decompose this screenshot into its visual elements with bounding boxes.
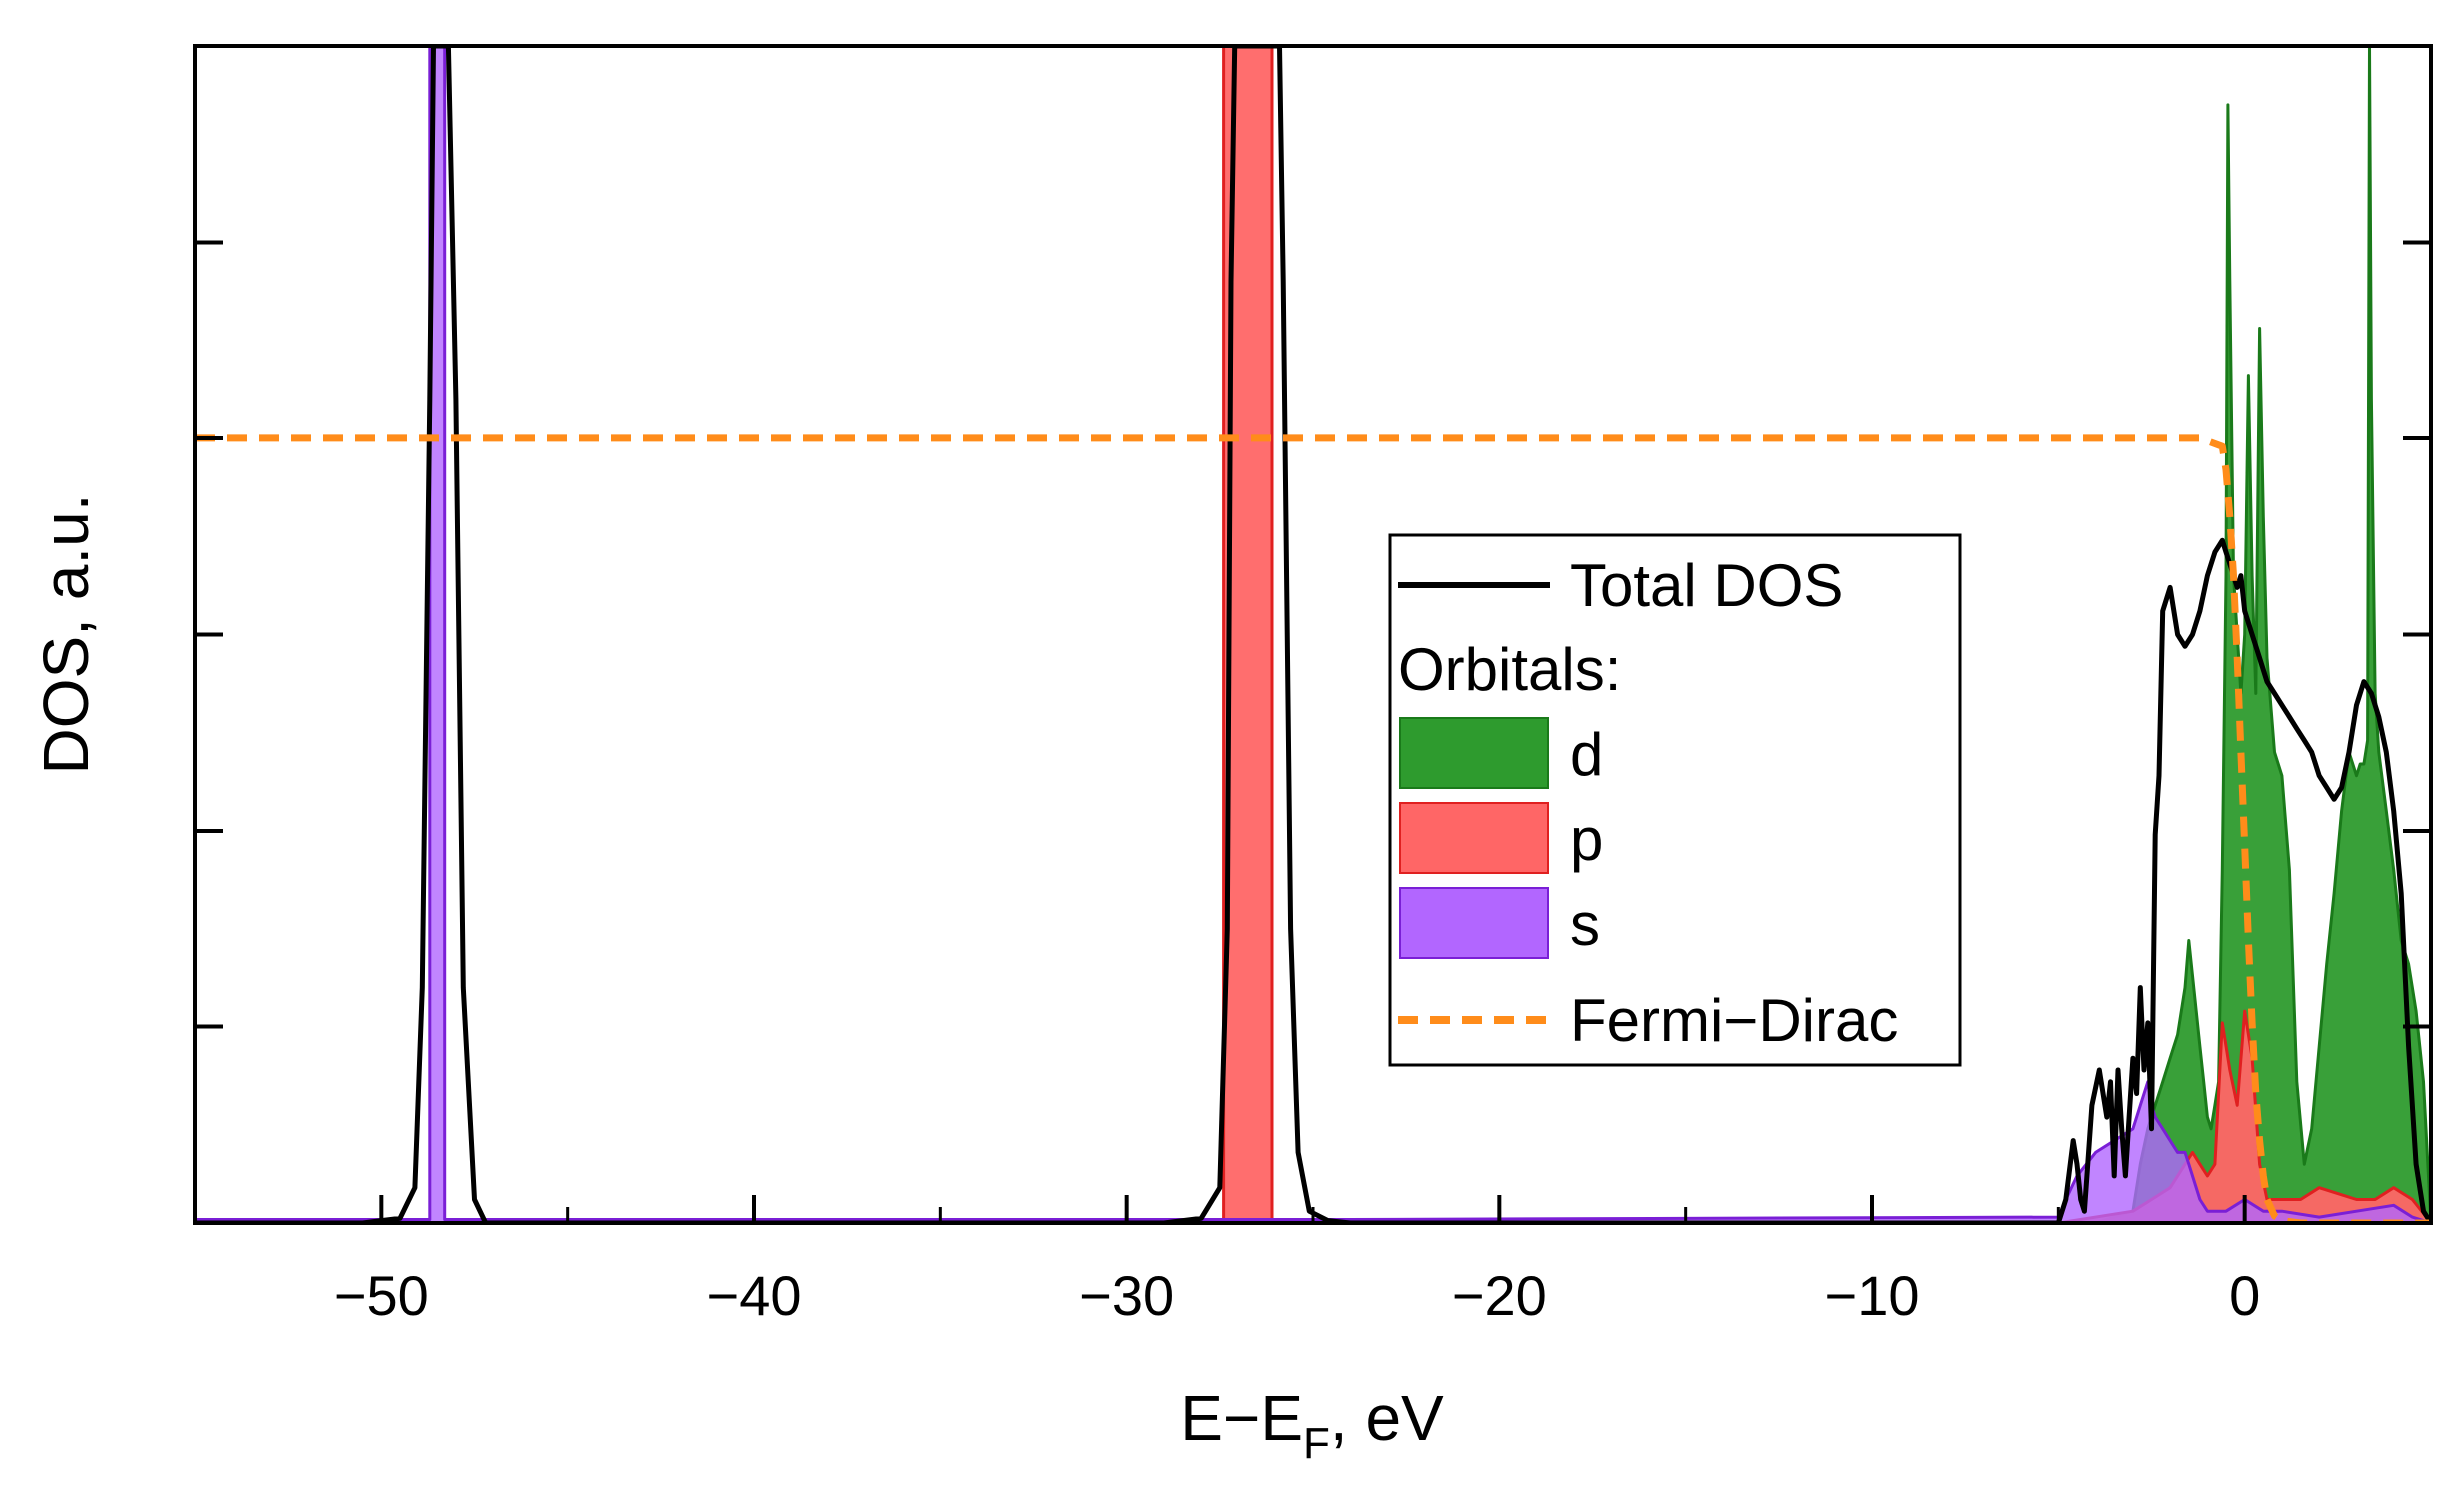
legend: Total DOS Orbitals: d p s Fermi−Dirac [1388,533,1962,1067]
legend-orbitals-label: Orbitals: [1398,636,1621,703]
x-axis-title: E−EF, eV [1180,1382,1444,1468]
x-tick-label: −10 [1825,1264,1920,1327]
legend-s-label: s [1570,891,1600,958]
series-total-dos-line [195,46,2431,1223]
series-fermi-dirac-line [195,434,2431,1223]
x-tick-label: 0 [2229,1264,2260,1327]
plot-frame [193,44,2433,1225]
series-d-area [2056,46,2431,1223]
tick-labels: −50 −40 −30 −20 −10 0 [334,1264,2260,1327]
x-tick-label: −30 [1079,1264,1174,1327]
x-tick-label: −50 [334,1264,429,1327]
legend-d-swatch [1399,717,1549,789]
legend-p-swatch [1399,802,1549,874]
x-tick-label: −20 [1452,1264,1547,1327]
series-s-area [195,46,2431,1223]
x-tick-label: −40 [707,1264,802,1327]
legend-total-label: Total DOS [1570,552,1843,619]
legend-box [1388,533,1962,1067]
axis-ticks [193,240,2433,1225]
legend-s-swatch [1399,887,1549,959]
legend-d-label: d [1570,721,1603,788]
legend-fd-label: Fermi−Dirac [1570,987,1898,1054]
y-axis-title: DOS, a.u. [30,494,102,775]
legend-p-label: p [1570,806,1603,873]
series-layer [195,46,2431,1223]
